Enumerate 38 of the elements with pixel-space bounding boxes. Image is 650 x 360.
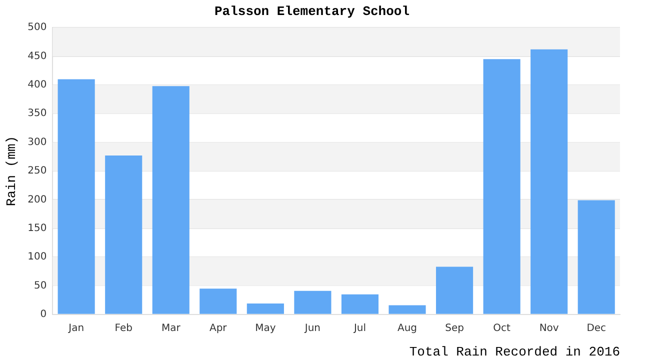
x-tick-label: May [255, 322, 276, 334]
bar [388, 305, 426, 314]
bar [105, 156, 142, 314]
bar [200, 288, 237, 314]
x-tick-label: Jul [352, 322, 366, 334]
bar [246, 304, 284, 314]
x-tick-label: Mar [161, 322, 182, 334]
x-tick-label: Apr [209, 322, 228, 334]
x-tick-label: Jun [304, 322, 321, 334]
y-tick-label: 100 [28, 252, 47, 263]
bar [530, 49, 568, 314]
y-axis-title: Rain (mm) [4, 136, 20, 206]
bar [294, 290, 332, 314]
x-tick-label: Aug [397, 322, 418, 334]
bar [152, 86, 190, 314]
x-tick-label: Dec [586, 322, 606, 334]
x-axis-title: Total Rain Recorded in 2016 [409, 344, 620, 360]
bar [436, 266, 474, 314]
y-tick-label: 500 [28, 22, 47, 34]
y-tick-label: 200 [28, 194, 47, 206]
x-tick-label: Feb [114, 322, 132, 334]
y-tick-label: 250 [28, 166, 47, 177]
bar [483, 59, 520, 314]
chart-title: Palsson Elementary School [214, 4, 410, 20]
y-tick-label: 50 [34, 280, 47, 292]
y-tick-label: 150 [28, 222, 47, 234]
y-tick-label: 300 [28, 136, 47, 148]
x-tick-label: Sep [445, 322, 464, 334]
y-tick-label: 400 [28, 80, 47, 91]
y-tick-label: 350 [28, 108, 47, 120]
x-tick-label: Jan [68, 322, 84, 334]
x-tick-label: Oct [493, 322, 511, 334]
y-tick-label: 0 [40, 308, 47, 320]
x-tick-label: Nov [539, 322, 559, 334]
bar [341, 294, 379, 314]
bar [578, 200, 615, 314]
y-tick-label: 450 [28, 50, 47, 62]
bar [58, 79, 95, 314]
